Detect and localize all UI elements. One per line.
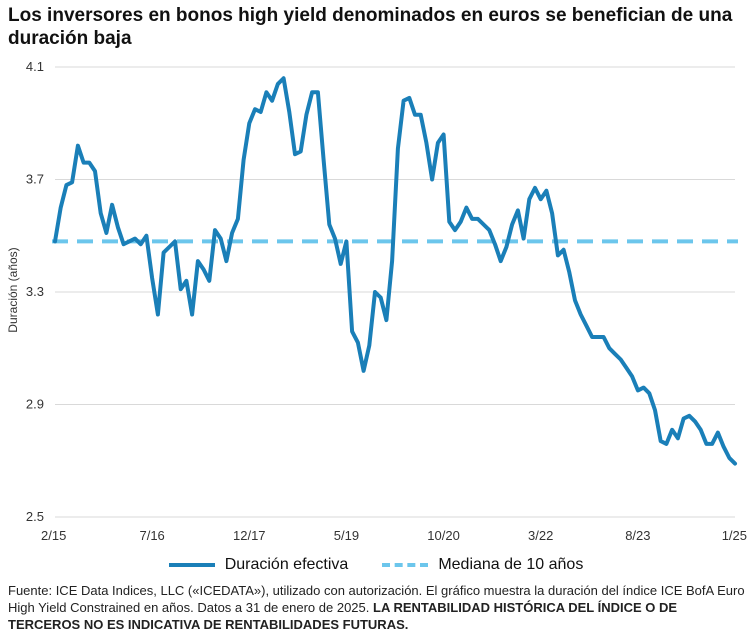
legend-label-effective-duration: Duración efectiva [224, 556, 349, 573]
legend-item-median: Mediana de 10 años [382, 556, 583, 574]
legend-swatch-dashed [382, 563, 429, 567]
x-tick-label: 10/20 [427, 528, 460, 543]
y-tick-label: 3.7 [26, 172, 44, 187]
legend: Duración efectiva Mediana de 10 años [0, 553, 752, 577]
x-tick-label: 5/19 [334, 528, 359, 543]
y-tick-labels: 4.1 3.7 3.3 2.9 2.5 [26, 59, 44, 524]
x-tick-label: 8/23 [625, 528, 650, 543]
chart-title: Los inversores en bonos high yield denom… [8, 5, 733, 49]
source-note: Fuente: ICE Data Indices, LLC («ICEDATA»… [8, 582, 748, 633]
y-tick-label: 3.3 [26, 284, 44, 299]
y-tick-label: 2.5 [26, 509, 44, 524]
source-text: Fuente: ICE Data Indices, LLC («ICEDATA»… [8, 583, 745, 615]
legend-item-effective-duration: Duración efectiva [168, 556, 349, 574]
series-marks [52, 76, 738, 466]
legend-swatch-solid [168, 563, 215, 567]
y-axis-label: Duración (años) [6, 247, 20, 332]
legend-label-median: Mediana de 10 años [438, 556, 584, 573]
y-tick-label: 2.9 [26, 397, 44, 412]
x-tick-label: 3/22 [528, 528, 553, 543]
x-tick-labels: 2/15 7/16 12/17 5/19 10/20 3/22 8/23 1/25 [41, 528, 747, 543]
disclaimer: LA RENTABILIDAD HISTÓRICA DEL ÍNDICE O D… [8, 600, 678, 632]
gridlines [55, 66, 735, 518]
y-tick-label: 4.1 [26, 59, 44, 74]
x-tick-label: 1/25 [722, 528, 747, 543]
x-tick-label: 12/17 [233, 528, 266, 543]
line-chart: 4.1 3.7 3.3 2.9 2.5 2/15 7/16 12/17 5/19 10/20 3/… [6, 59, 747, 543]
x-tick-label: 7/16 [139, 528, 164, 543]
x-tick-label: 2/15 [41, 528, 66, 543]
series-effective-duration-line [53, 76, 737, 466]
